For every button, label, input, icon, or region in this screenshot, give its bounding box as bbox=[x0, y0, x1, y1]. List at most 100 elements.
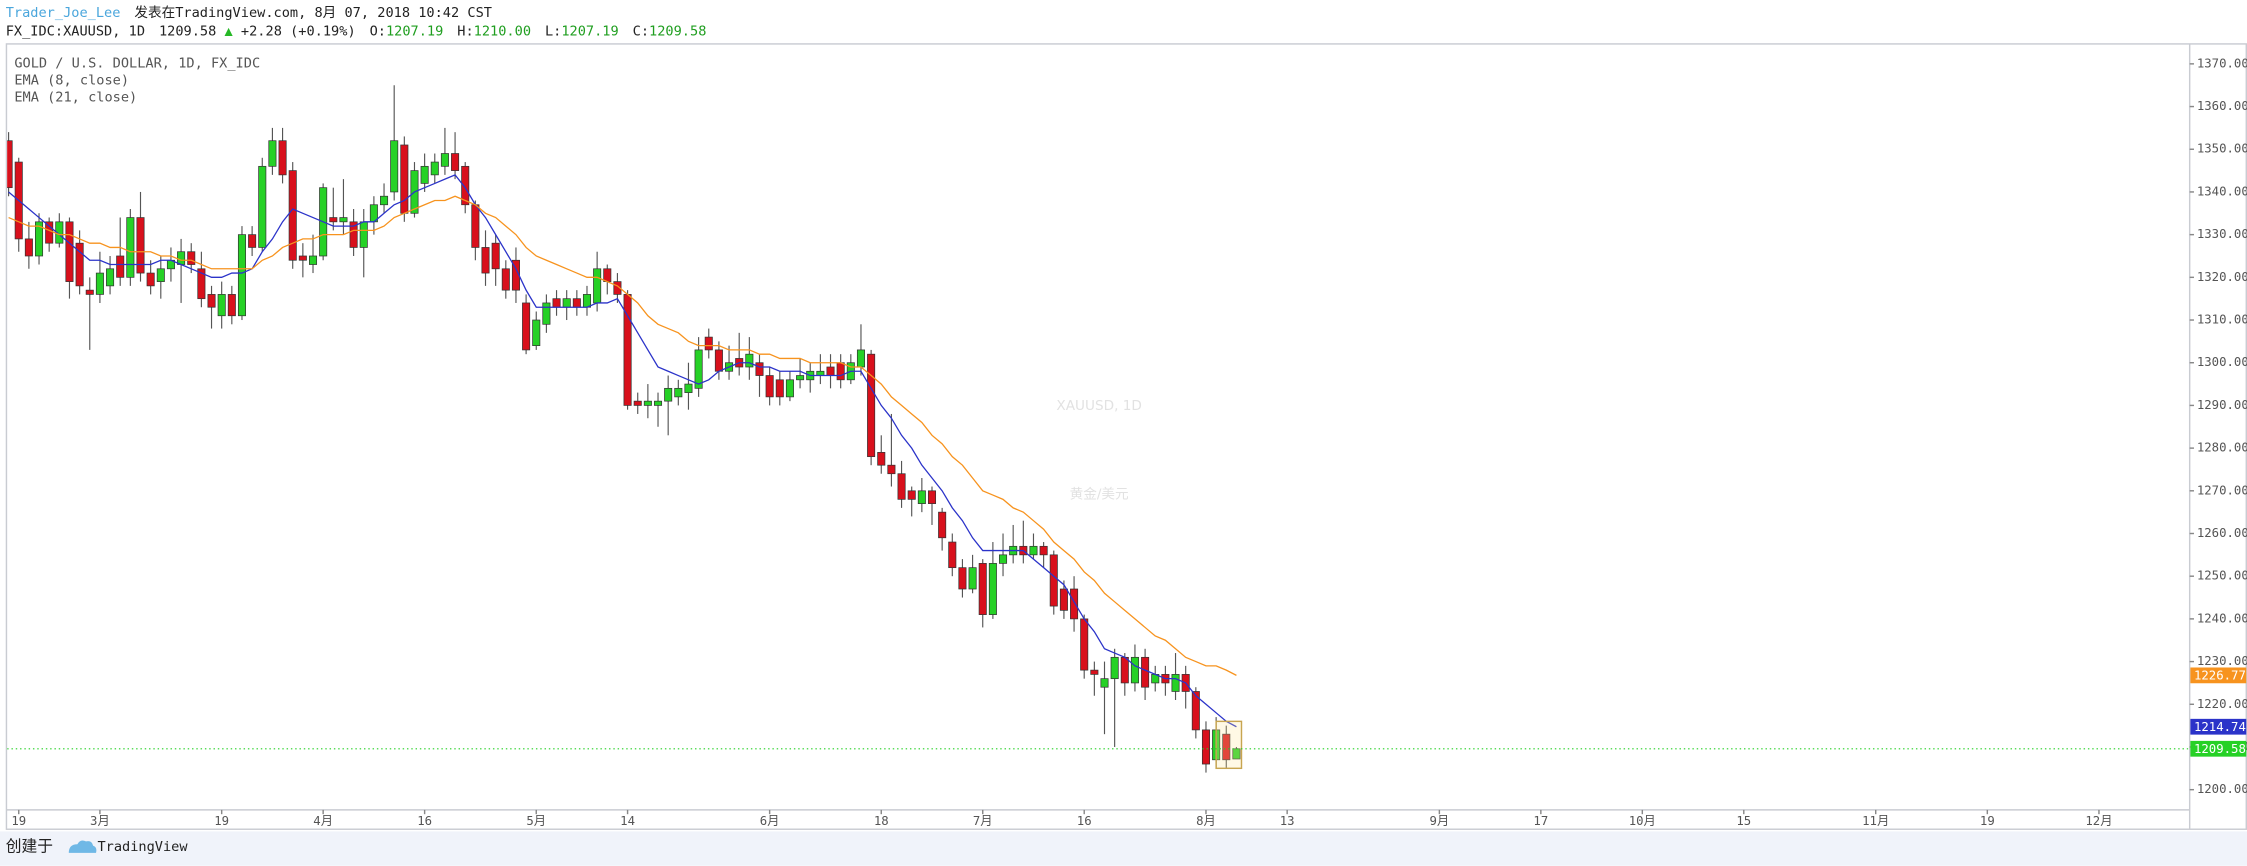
ohlc-value: 1207.19 bbox=[386, 24, 443, 40]
candle-body bbox=[197, 268, 206, 300]
candle-body bbox=[177, 251, 186, 265]
candle-body bbox=[887, 464, 896, 475]
candle-body bbox=[420, 165, 429, 184]
ema-line bbox=[8, 195, 1237, 676]
candle-body bbox=[440, 153, 449, 167]
candle-body bbox=[1059, 588, 1068, 611]
candle-body bbox=[471, 204, 480, 248]
price-tag-label: 1214.74 bbox=[2194, 720, 2246, 734]
candle-body bbox=[329, 217, 338, 223]
candle-body bbox=[268, 140, 277, 167]
candle-body bbox=[187, 251, 196, 265]
x-tick-label: 19 bbox=[1980, 814, 1995, 828]
candle-body bbox=[1080, 618, 1089, 671]
y-tick-label: 1240.00 bbox=[2197, 611, 2247, 625]
footer-bar bbox=[0, 831, 2247, 866]
y-tick-label: 1200.00 bbox=[2197, 782, 2247, 796]
price-tag-label: 1209.58 bbox=[2194, 742, 2246, 756]
candle-body bbox=[461, 165, 470, 206]
candle-body bbox=[1049, 554, 1058, 607]
candle-body bbox=[258, 165, 267, 248]
candle-body bbox=[136, 217, 145, 274]
x-tick-label: 19 bbox=[214, 814, 229, 828]
candle-body bbox=[308, 255, 318, 265]
candle-body bbox=[603, 268, 612, 282]
candle-body bbox=[400, 144, 409, 214]
x-tick-label: 6月 bbox=[760, 814, 780, 828]
candle-body bbox=[1201, 729, 1210, 765]
brand-logo[interactable] bbox=[68, 840, 97, 853]
y-tick-label: 1250.00 bbox=[2197, 569, 2247, 583]
change: +2.28 (+0.19%) bbox=[241, 24, 356, 40]
candle-body bbox=[522, 302, 531, 351]
candle-body bbox=[643, 400, 652, 406]
y-tick-label: 1220.00 bbox=[2197, 697, 2247, 711]
candle-body bbox=[126, 217, 135, 278]
candle-body bbox=[349, 221, 358, 248]
y-tick-label: 1270.00 bbox=[2197, 483, 2247, 497]
candle-body bbox=[654, 400, 663, 406]
candle-body bbox=[501, 268, 510, 291]
candle-body bbox=[1100, 678, 1109, 688]
last-price: 1209.58 bbox=[159, 24, 216, 40]
x-tick-label: 4月 bbox=[313, 814, 333, 828]
chart-frame bbox=[5, 43, 2247, 830]
candle-body bbox=[582, 294, 591, 308]
candle-body bbox=[633, 400, 642, 406]
candle-body bbox=[877, 452, 886, 466]
candle-body bbox=[359, 221, 368, 248]
candle-body bbox=[897, 473, 906, 500]
legend-entry: EMA (8, close) bbox=[14, 72, 129, 88]
candle-body bbox=[1191, 691, 1200, 731]
y-tick-label: 1330.00 bbox=[2197, 227, 2247, 241]
x-tick-label: 15 bbox=[1736, 814, 1751, 828]
candle-body bbox=[298, 255, 307, 261]
y-tick-label: 1290.00 bbox=[2197, 398, 2247, 412]
candle-body bbox=[481, 247, 490, 274]
x-tick-label: 11月 bbox=[1862, 814, 1889, 828]
candle-body bbox=[380, 195, 389, 206]
author-link[interactable]: Trader_Joe_Lee bbox=[6, 5, 121, 21]
ohlc-key: O: bbox=[370, 24, 386, 40]
y-tick-label: 1340.00 bbox=[2197, 184, 2247, 198]
candle-body bbox=[917, 490, 926, 504]
candle-body bbox=[765, 375, 774, 398]
candle-body bbox=[958, 567, 967, 590]
candle-body bbox=[75, 242, 84, 287]
ohlc-value: 1207.19 bbox=[561, 24, 618, 40]
x-tick-label: 19 bbox=[11, 814, 26, 828]
candle-body bbox=[836, 362, 845, 381]
x-tick-label: 10月 bbox=[1629, 814, 1656, 828]
candle-body bbox=[572, 298, 581, 308]
ema-line bbox=[8, 174, 1237, 728]
candle-body bbox=[745, 353, 754, 368]
y-tick-label: 1310.00 bbox=[2197, 313, 2247, 327]
candle-body bbox=[755, 362, 764, 376]
candle-body bbox=[785, 379, 794, 398]
candle-body bbox=[867, 353, 876, 458]
y-tick-label: 1360.00 bbox=[2197, 99, 2247, 113]
candle-body bbox=[927, 490, 937, 504]
candle-body bbox=[593, 268, 602, 304]
candle-body bbox=[1222, 733, 1231, 761]
ohlc-value: 1210.00 bbox=[474, 24, 531, 40]
x-tick-label: 12月 bbox=[2085, 814, 2112, 828]
candle-body bbox=[1141, 656, 1150, 688]
candle-body bbox=[674, 387, 683, 398]
y-tick-label: 1230.00 bbox=[2197, 654, 2247, 668]
y-tick-label: 1350.00 bbox=[2197, 142, 2247, 156]
change-arrow: ▲ bbox=[225, 24, 234, 40]
candle-body bbox=[714, 349, 723, 372]
footer-brand[interactable]: TradingView bbox=[97, 839, 188, 855]
candle-body bbox=[775, 379, 784, 398]
watermark: XAUUSD, 1D bbox=[1056, 398, 1141, 414]
candle-body bbox=[430, 161, 439, 176]
x-tick-label: 14 bbox=[620, 814, 635, 828]
candle-body bbox=[613, 281, 622, 295]
candle-body bbox=[664, 387, 673, 402]
candle-body bbox=[491, 242, 500, 270]
x-tick-label: 9月 bbox=[1430, 814, 1450, 828]
candle-body bbox=[278, 140, 287, 176]
